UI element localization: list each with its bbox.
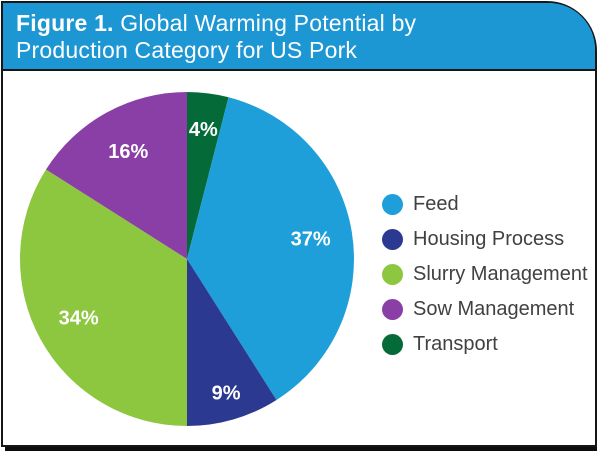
pie-slice-pct-label: 4%	[189, 119, 218, 141]
slurry-management-swatch-icon	[382, 264, 403, 285]
legend-label: Sow Management	[413, 298, 575, 320]
legend-item-slurry-management: Slurry Management	[382, 257, 588, 292]
pie-slice-feed	[187, 97, 354, 400]
legend-label: Transport	[413, 333, 498, 355]
figure-panel: Figure 1. Global Warming Potential by Pro…	[1, 1, 597, 447]
pie-slice-pct-label: 37%	[291, 228, 331, 250]
pie-slice-housing-process	[187, 259, 277, 426]
pie-slice-sow-management	[46, 92, 187, 259]
figure-number-label: Figure 1.	[16, 10, 114, 36]
legend-label: Slurry Management	[413, 263, 588, 285]
legend-label: Housing Process	[413, 228, 565, 250]
figure-title-line1: Global Warming Potential by	[113, 10, 417, 36]
legend-item-transport: Transport	[382, 327, 588, 362]
legend: Feed Housing Process Slurry Management S…	[382, 187, 588, 362]
pie-slice-pct-label: 9%	[212, 383, 241, 405]
legend-label: Feed	[413, 193, 459, 215]
sow-management-swatch-icon	[382, 299, 403, 320]
figure-header: Figure 1. Global Warming Potential by Pro…	[3, 3, 595, 71]
legend-item-housing-process: Housing Process	[382, 222, 588, 257]
transport-swatch-icon	[382, 334, 403, 355]
legend-item-sow-management: Sow Management	[382, 292, 588, 327]
figure-title-line2: Production Category for US Pork	[16, 37, 358, 63]
pie-slice-slurry-management	[20, 169, 188, 426]
pie-slice-pct-label: 34%	[59, 308, 99, 330]
pie-slice-pct-label: 16%	[108, 141, 148, 163]
legend-item-feed: Feed	[382, 187, 588, 222]
pie-chart: 4% 37% 9% 34% 16%	[20, 92, 354, 426]
housing-process-swatch-icon	[382, 229, 403, 250]
pie-slice-transport	[187, 92, 229, 259]
feed-swatch-icon	[382, 194, 403, 215]
